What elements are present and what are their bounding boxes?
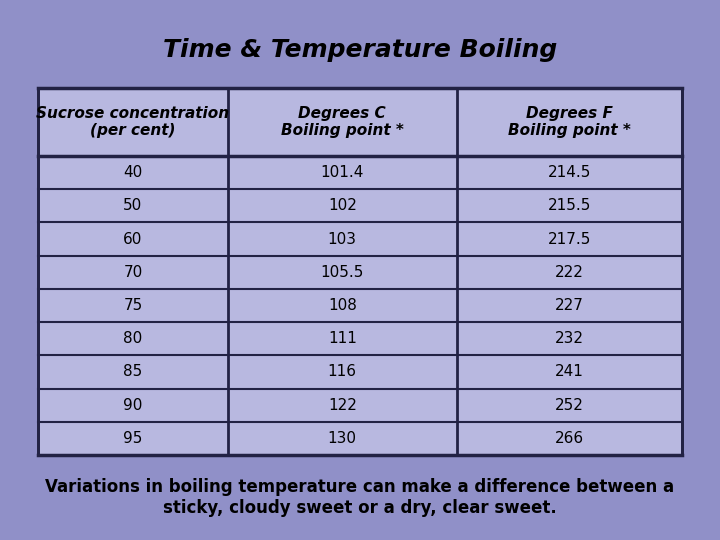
Text: 60: 60 bbox=[123, 232, 143, 247]
Text: 80: 80 bbox=[123, 331, 143, 346]
Text: 241: 241 bbox=[555, 364, 584, 380]
Text: 214.5: 214.5 bbox=[548, 165, 591, 180]
Text: 70: 70 bbox=[123, 265, 143, 280]
Text: 108: 108 bbox=[328, 298, 356, 313]
Text: 50: 50 bbox=[123, 198, 143, 213]
Text: 222: 222 bbox=[555, 265, 584, 280]
Text: 85: 85 bbox=[123, 364, 143, 380]
Text: 102: 102 bbox=[328, 198, 356, 213]
Text: 40: 40 bbox=[123, 165, 143, 180]
Text: Variations in boiling temperature can make a difference between a
sticky, cloudy: Variations in boiling temperature can ma… bbox=[45, 478, 675, 517]
Text: 266: 266 bbox=[554, 431, 584, 446]
Text: 95: 95 bbox=[123, 431, 143, 446]
Text: 101.4: 101.4 bbox=[320, 165, 364, 180]
Text: Sucrose concentration
(per cent): Sucrose concentration (per cent) bbox=[37, 106, 230, 138]
Text: 252: 252 bbox=[555, 397, 584, 413]
Text: 122: 122 bbox=[328, 397, 356, 413]
Text: 90: 90 bbox=[123, 397, 143, 413]
Text: Time & Temperature Boiling: Time & Temperature Boiling bbox=[163, 38, 557, 62]
Text: 215.5: 215.5 bbox=[548, 198, 591, 213]
Text: 75: 75 bbox=[123, 298, 143, 313]
Text: 116: 116 bbox=[328, 364, 357, 380]
Text: 227: 227 bbox=[555, 298, 584, 313]
Text: 232: 232 bbox=[555, 331, 584, 346]
Text: Degrees C
Boiling point *: Degrees C Boiling point * bbox=[281, 106, 404, 138]
Text: 105.5: 105.5 bbox=[320, 265, 364, 280]
Text: 111: 111 bbox=[328, 331, 356, 346]
Text: Degrees F
Boiling point *: Degrees F Boiling point * bbox=[508, 106, 631, 138]
Text: 103: 103 bbox=[328, 232, 357, 247]
Text: 130: 130 bbox=[328, 431, 357, 446]
Text: 217.5: 217.5 bbox=[548, 232, 591, 247]
FancyBboxPatch shape bbox=[38, 88, 682, 455]
